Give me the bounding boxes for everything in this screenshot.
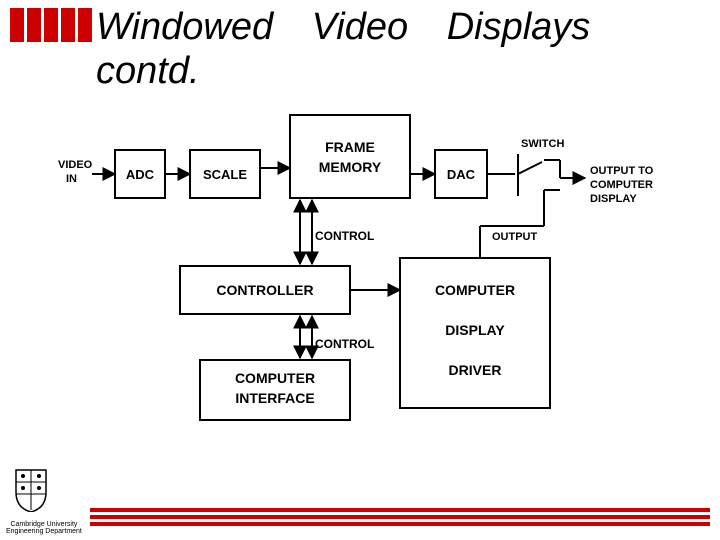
controller-label: CONTROLLER (216, 282, 313, 298)
ci-label-2: INTERFACE (235, 390, 314, 406)
control-upper-label: CONTROL (315, 229, 374, 243)
footer-attribution: Cambridge University Engineering Departm… (6, 521, 82, 536)
output-to-label-1: OUTPUT TO (590, 165, 654, 177)
university-crest-icon (14, 468, 48, 512)
frame-memory-label-2: MEMORY (319, 159, 382, 175)
switch-wiper (518, 162, 542, 174)
control-lower-label: CONTROL (315, 337, 374, 351)
dac-label: DAC (447, 167, 476, 182)
adc-label: ADC (126, 167, 155, 182)
computer-label-3: DRIVER (449, 362, 502, 378)
switch-label: SWITCH (521, 138, 564, 150)
frame-memory-label-1: FRAME (325, 139, 375, 155)
output-to-label-2: COMPUTER (590, 179, 653, 191)
scale-label: SCALE (203, 167, 247, 182)
output-to-label-3: DISPLAY (590, 193, 637, 205)
computer-label-2: DISPLAY (445, 322, 505, 338)
output-lower-label: OUTPUT (492, 231, 538, 243)
video-in-label-1: VIDEO (58, 159, 93, 171)
frame-memory-box (290, 115, 410, 198)
block-diagram: ADC SCALE FRAME MEMORY DAC CONTROLLER CO… (0, 0, 720, 540)
slide-root: Windowed Video Displays contd. ADC SCALE… (0, 0, 720, 540)
video-in-label-2: IN (66, 173, 77, 185)
ci-label-1: COMPUTER (235, 370, 315, 386)
computer-label-1: COMPUTER (435, 282, 515, 298)
